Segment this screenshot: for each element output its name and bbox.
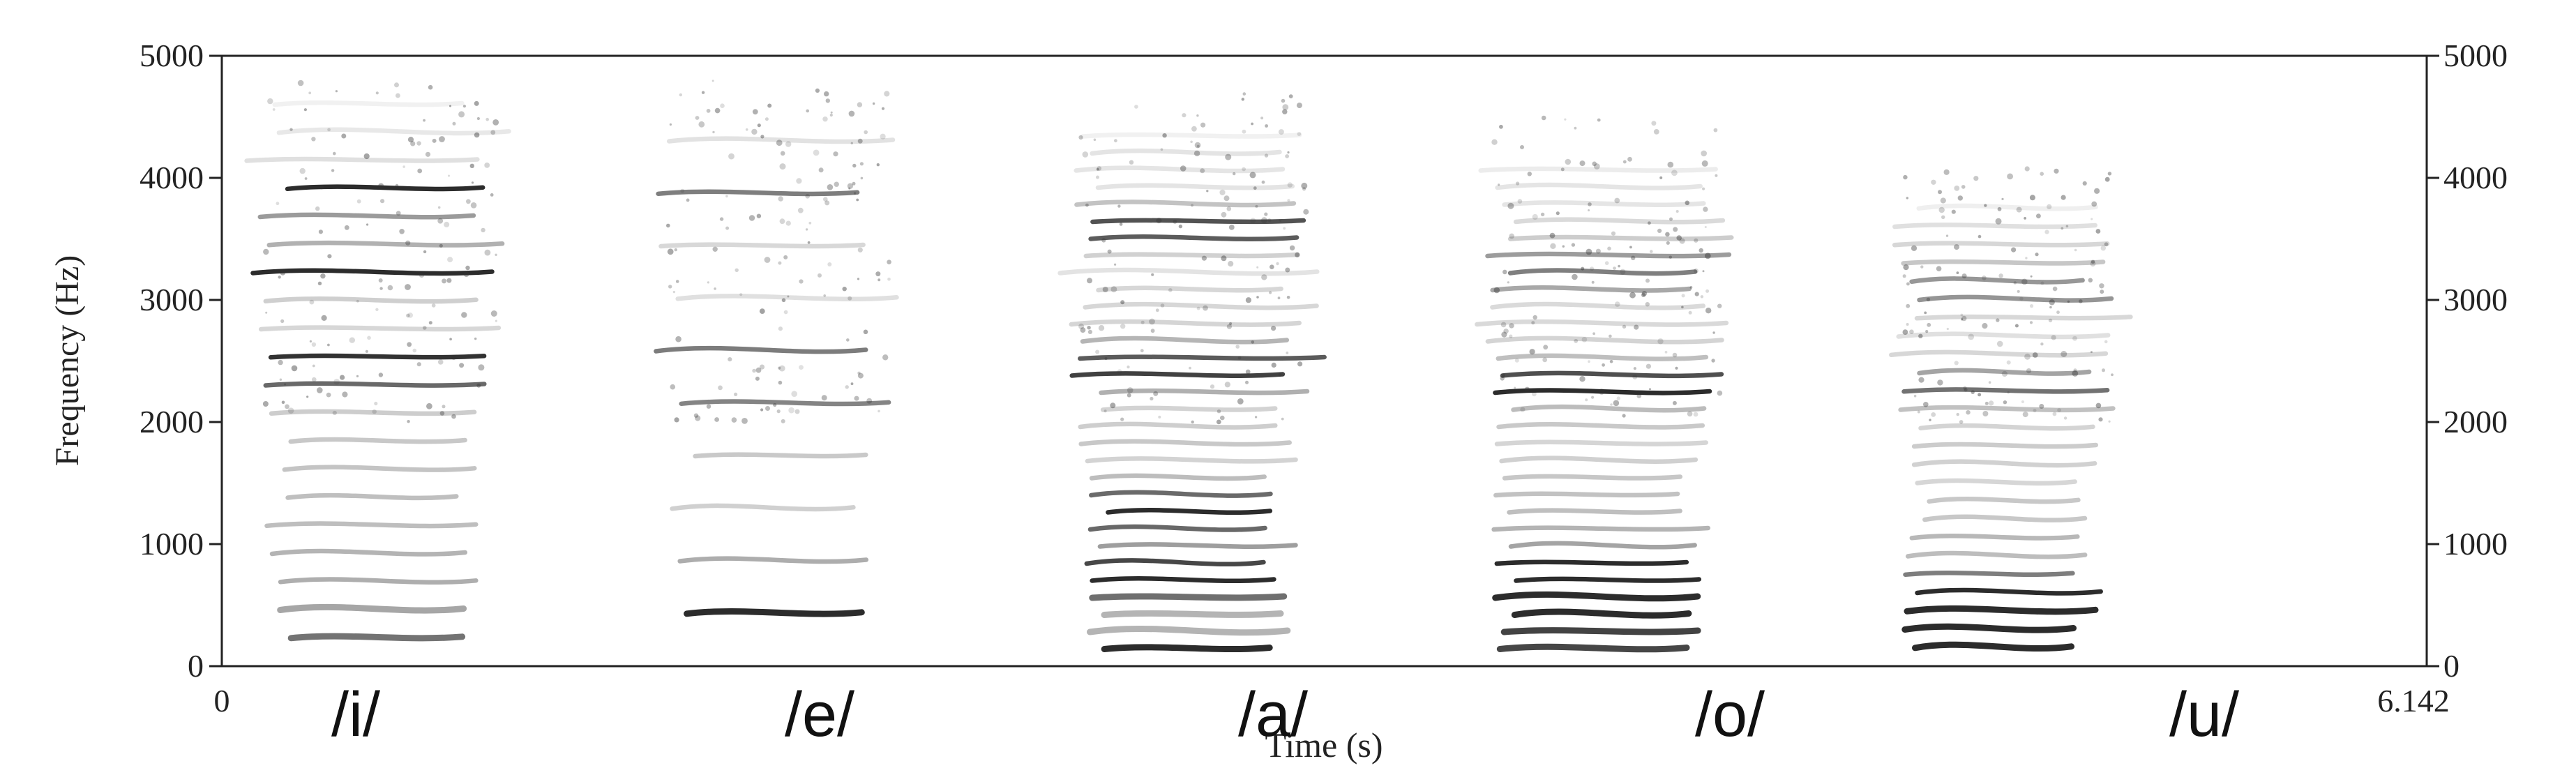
vowel-segment: [1057, 92, 1327, 653]
y-tick-label-right: 0: [2443, 648, 2460, 684]
vowel-label: /u/: [2169, 680, 2239, 750]
vowel-segment: [1475, 115, 1734, 653]
y-tick-label-left: 0: [188, 648, 204, 684]
x-tick-label-start: 0: [214, 683, 230, 718]
vowel-labels: /i/ /e/ /a/ /o/ /u/: [331, 680, 2239, 750]
y-axis-label: Frequency (Hz): [49, 255, 86, 467]
y-tick-label-right: 3000: [2443, 282, 2508, 317]
y-axis-left: 0 1000 2000 3000 4000 5000: [140, 38, 222, 684]
vowel-label: /o/: [1695, 680, 1765, 750]
y-axis-right: 0 1000 2000 3000 4000 5000: [2427, 38, 2508, 684]
vowel-segment: [1889, 166, 2133, 652]
vowel-label: /a/: [1238, 680, 1308, 750]
plot-background: [222, 56, 2427, 666]
y-tick-label-left: 3000: [140, 282, 204, 317]
vowel-segment: [244, 80, 511, 642]
y-tick-label-right: 5000: [2443, 38, 2508, 73]
spectrogram-area: [244, 80, 2133, 653]
y-tick-label-right: 2000: [2443, 404, 2508, 439]
vowel-segment: [654, 80, 899, 617]
vowel-label: /e/: [785, 680, 854, 750]
y-tick-label-right: 1000: [2443, 526, 2508, 562]
y-tick-label-left: 5000: [140, 38, 204, 73]
x-axis-label: Time (s): [1265, 725, 1383, 765]
y-tick-label-right: 4000: [2443, 160, 2508, 195]
y-tick-label-left: 2000: [140, 404, 204, 439]
vowel-label: /i/: [331, 680, 380, 750]
y-tick-label-left: 1000: [140, 526, 204, 562]
y-tick-label-left: 4000: [140, 160, 204, 195]
plot-frame: [220, 54, 2428, 668]
x-tick-label-end: 6.142: [2377, 683, 2450, 718]
